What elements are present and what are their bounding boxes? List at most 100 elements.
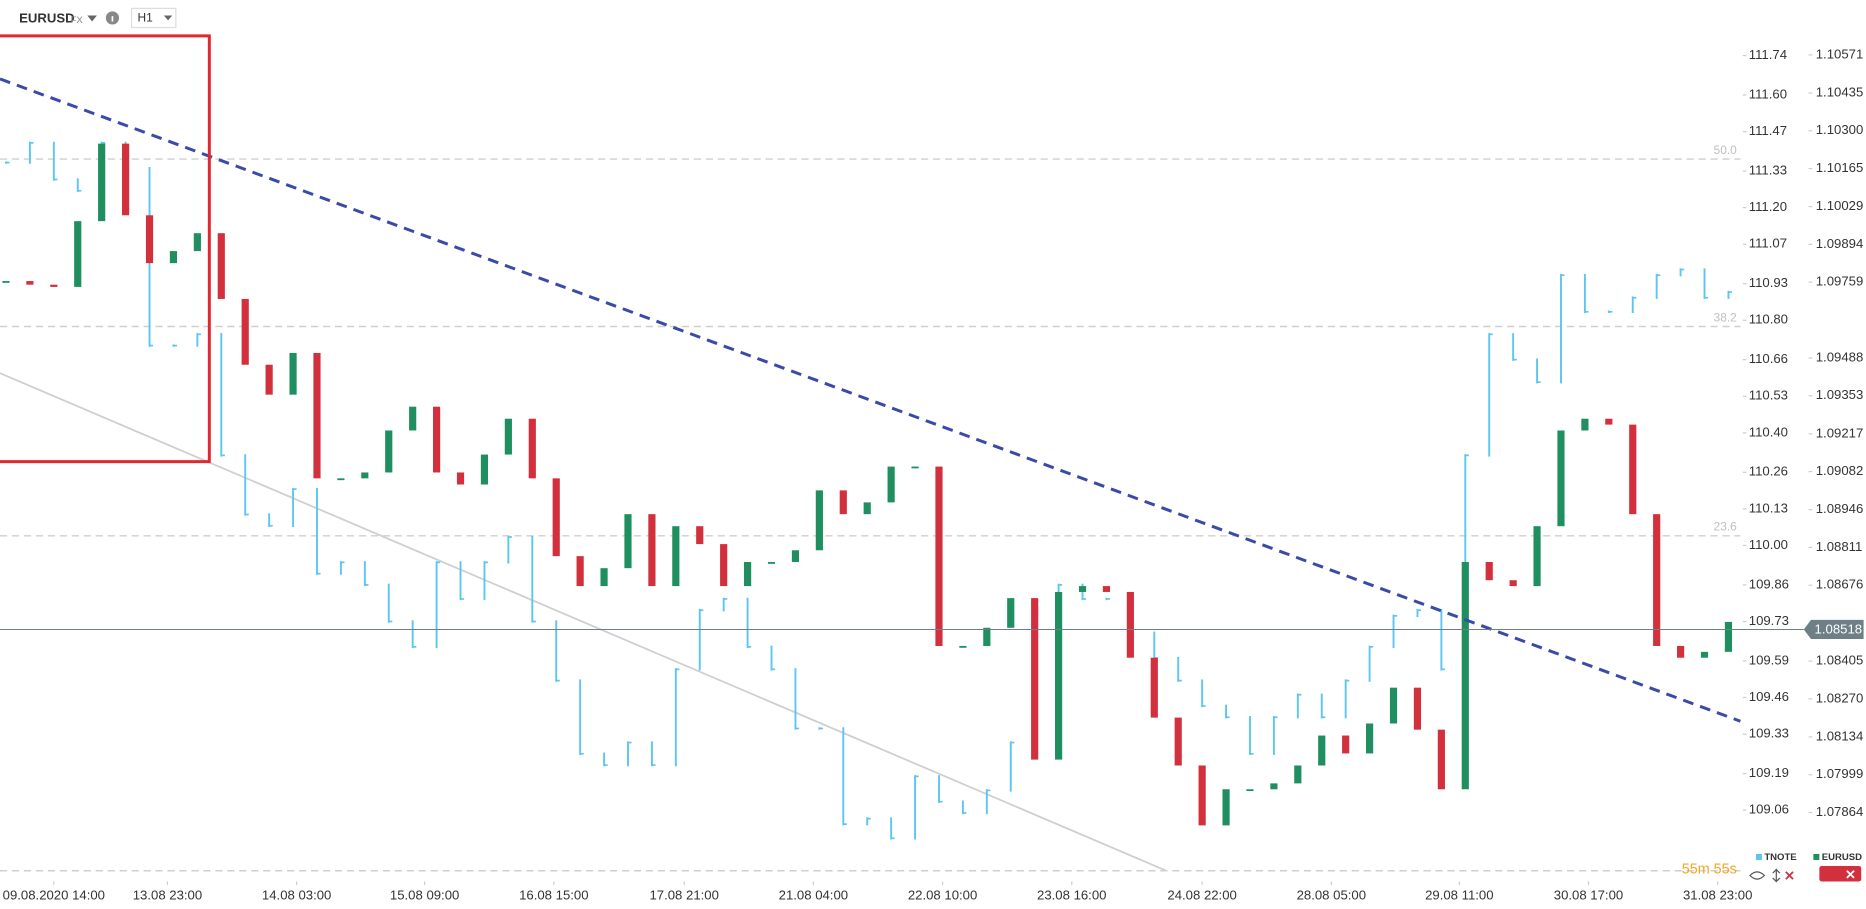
y-tick-label: 1.08676 [1816,577,1864,592]
candle [1055,591,1063,760]
countdown: 55m 55s [1682,861,1737,877]
y-tick-label: 1.08270 [1816,690,1864,705]
y-tick-label: 1.10165 [1816,160,1864,175]
candle [456,472,465,485]
candle [959,645,967,648]
candle [887,466,895,503]
x-tick-label: 13.08 23:00 [133,887,202,902]
x-tick-label: 17.08 21:00 [649,887,718,902]
x-tick-label: 15.08 09:00 [390,887,459,902]
candle [409,406,417,431]
candle [241,298,249,365]
y-tick-label: 1.08946 [1816,501,1864,516]
candle [145,215,154,264]
y-tick-label: 1.07864 [1816,804,1864,819]
y-tick-label: 1.09082 [1816,463,1864,478]
y-tick-label: 1.10435 [1816,84,1864,99]
candle [863,502,871,515]
candle [696,526,704,545]
y2-tick-label: 110.13 [1749,500,1788,515]
candle [1270,783,1278,790]
candle [1246,789,1254,792]
candle [289,352,297,395]
y-tick-label: 1.09488 [1816,349,1864,364]
y-tick-label: 1.07999 [1816,766,1864,781]
y-tick-label: 1.08811 [1816,539,1863,554]
candle [2,281,10,283]
candle [1653,514,1661,646]
symbol-dropdown[interactable] [87,15,97,22]
candle [1509,580,1517,587]
fib-label: 23.6 [1714,520,1738,534]
interval-dropdown[interactable] [163,15,173,21]
y2-tick-label: 111.74 [1749,47,1787,62]
last-price-label: 1.08518 [1815,622,1863,637]
fib-label: 38.2 [1714,310,1738,324]
candle [1294,765,1302,784]
y2-tick-label: 111.47 [1749,123,1787,138]
fib-label: 50.0 [1714,143,1738,157]
candle [720,544,728,587]
y2-tick-label: 111.60 [1749,86,1787,101]
y2-tick-label: 109.06 [1749,802,1789,817]
candle [217,233,225,299]
x-tick-label: 22.08 10:00 [908,887,977,902]
interval-box[interactable] [130,7,177,29]
candle [74,221,82,287]
candle [744,562,752,587]
candle [1461,562,1469,790]
close-icon[interactable] [1785,871,1794,880]
y-tick-label: 1.09217 [1816,425,1864,440]
candle [672,526,680,587]
candle [552,478,560,557]
y-tick-label: 1.10029 [1816,198,1864,213]
y-tick-label: 1.10300 [1816,122,1864,137]
candle [648,514,656,587]
y-tick-label: 1.10571 [1816,46,1864,61]
candle [193,233,201,252]
y2-tick-label: 111.33 [1749,162,1787,177]
x-tick-label: 29.08 11:00 [1425,887,1493,902]
y2-tick-label: 109.46 [1749,689,1789,704]
candle [1342,735,1350,754]
candle [528,418,536,479]
candle [791,550,800,563]
candle [385,430,393,473]
candle [600,568,608,587]
remove-button[interactable] [1819,865,1862,882]
rectangle-drawing [0,34,211,464]
eye-icon[interactable] [1749,871,1766,880]
candle [1007,598,1015,628]
candle [1677,645,1685,658]
legend-swatch [1813,853,1820,860]
y-tick-label: 1.09353 [1816,387,1864,402]
candle [480,454,489,485]
candle [1102,586,1111,592]
candle [1605,418,1613,425]
x-tick-label: 09.08.2020 14:00 [3,887,105,902]
candle [1557,430,1565,527]
candle [1150,657,1158,718]
move-icon[interactable] [1772,868,1781,883]
candle [1485,562,1493,581]
candle [576,556,584,587]
candle [1724,621,1733,652]
interval[interactable]: H1 [138,11,154,25]
symbol[interactable]: EURUSD [19,11,75,26]
x-tick-label: 21.08 04:00 [779,887,848,902]
candle [50,284,58,287]
candle [361,472,369,479]
market: FX [71,15,84,26]
trend-line [0,372,1167,872]
candle [1174,717,1182,766]
candle [815,490,823,551]
last-price-box [1803,619,1864,640]
y2-tick-label: 109.19 [1749,765,1789,780]
candle [1629,424,1637,515]
candle [1078,586,1087,592]
candle [1198,765,1206,826]
x-tick-label: 16.08 15:00 [519,887,588,902]
